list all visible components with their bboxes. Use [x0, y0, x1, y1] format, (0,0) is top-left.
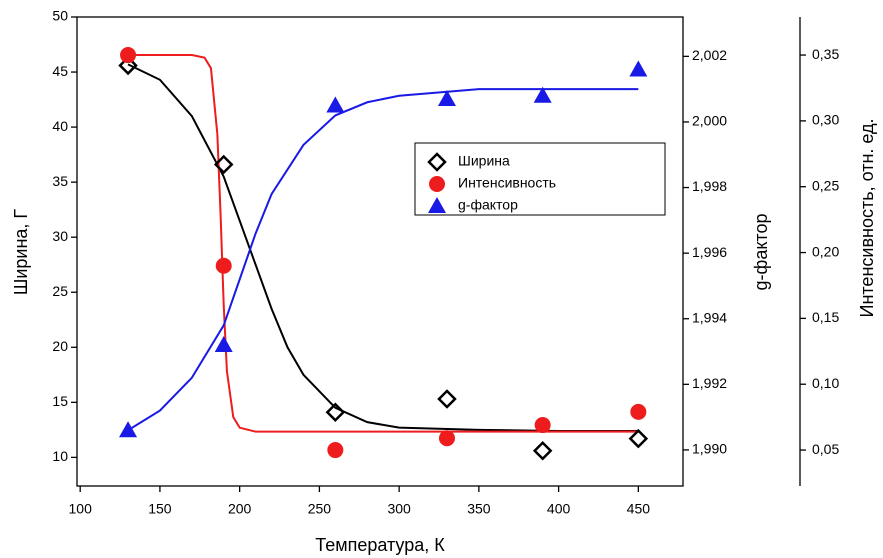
y-tick-label: 10 [52, 448, 68, 464]
point [118, 55, 138, 76]
legend-marker [427, 152, 447, 172]
point [119, 421, 138, 438]
legend-label: Ширина [458, 153, 510, 169]
y2-tick-label: 1,996 [692, 244, 727, 260]
y2-tick-label: 1,994 [692, 309, 727, 325]
legend-marker [429, 176, 445, 192]
y-tick-label: 25 [52, 283, 68, 299]
fit-line [127, 63, 639, 432]
y3-axis-title: Интенсивность, отн. ед. [857, 119, 877, 318]
point [326, 96, 345, 113]
y2-axis-title: g-фактор [751, 214, 771, 291]
point [628, 428, 649, 449]
y3-tick-label: 0,35 [812, 46, 839, 62]
y2-tick-label: 1,998 [692, 178, 727, 194]
legend-marker [428, 197, 446, 213]
y3-tick-label: 0,10 [812, 375, 839, 391]
point [629, 60, 648, 77]
point [438, 430, 455, 447]
point [630, 403, 647, 420]
x-tick-label: 200 [228, 501, 252, 517]
y2-tick-label: 2,000 [692, 113, 727, 129]
point [325, 402, 346, 423]
point [213, 154, 234, 175]
y-tick-label: 50 [52, 8, 68, 24]
y3-tick-label: 0,05 [812, 441, 839, 457]
x-tick-label: 350 [467, 501, 491, 517]
point [532, 441, 553, 461]
point [327, 442, 344, 459]
y2-tick-label: 2,002 [692, 47, 727, 63]
y-tick-label: 20 [52, 338, 68, 354]
x-axis-title: Температура, К [315, 535, 445, 555]
legend-label: Интенсивность [458, 175, 556, 191]
point [437, 389, 457, 409]
y-tick-label: 35 [52, 173, 68, 189]
x-tick-label: 300 [387, 501, 411, 517]
y-tick-label: 15 [52, 393, 68, 409]
fit-line [128, 54, 639, 433]
x-tick-label: 100 [69, 501, 93, 517]
point [214, 335, 233, 352]
fit-line [127, 88, 639, 432]
y-axis-title: Ширина, Г [11, 209, 31, 296]
y3-tick-label: 0,25 [812, 177, 839, 193]
legend-box [414, 142, 666, 216]
y-tick-label: 30 [52, 228, 68, 244]
point [120, 47, 137, 64]
x-tick-label: 450 [627, 501, 651, 517]
legend-label: g-фактор [458, 197, 518, 213]
point [437, 89, 456, 106]
y-tick-label: 45 [52, 63, 68, 79]
point [533, 86, 552, 103]
point [534, 417, 551, 434]
y3-tick-label: 0,20 [812, 243, 839, 259]
plot-frame [76, 16, 684, 487]
y-tick-label: 40 [52, 118, 68, 134]
y2-tick-label: 1,992 [692, 375, 727, 391]
x-tick-label: 150 [148, 501, 172, 517]
y3-tick-label: 0,30 [812, 112, 839, 128]
x-tick-label: 400 [547, 501, 571, 517]
point [215, 257, 232, 274]
y3-tick-label: 0,15 [812, 309, 839, 325]
x-tick-label: 250 [308, 501, 332, 517]
y2-tick-label: 1,990 [692, 441, 727, 457]
